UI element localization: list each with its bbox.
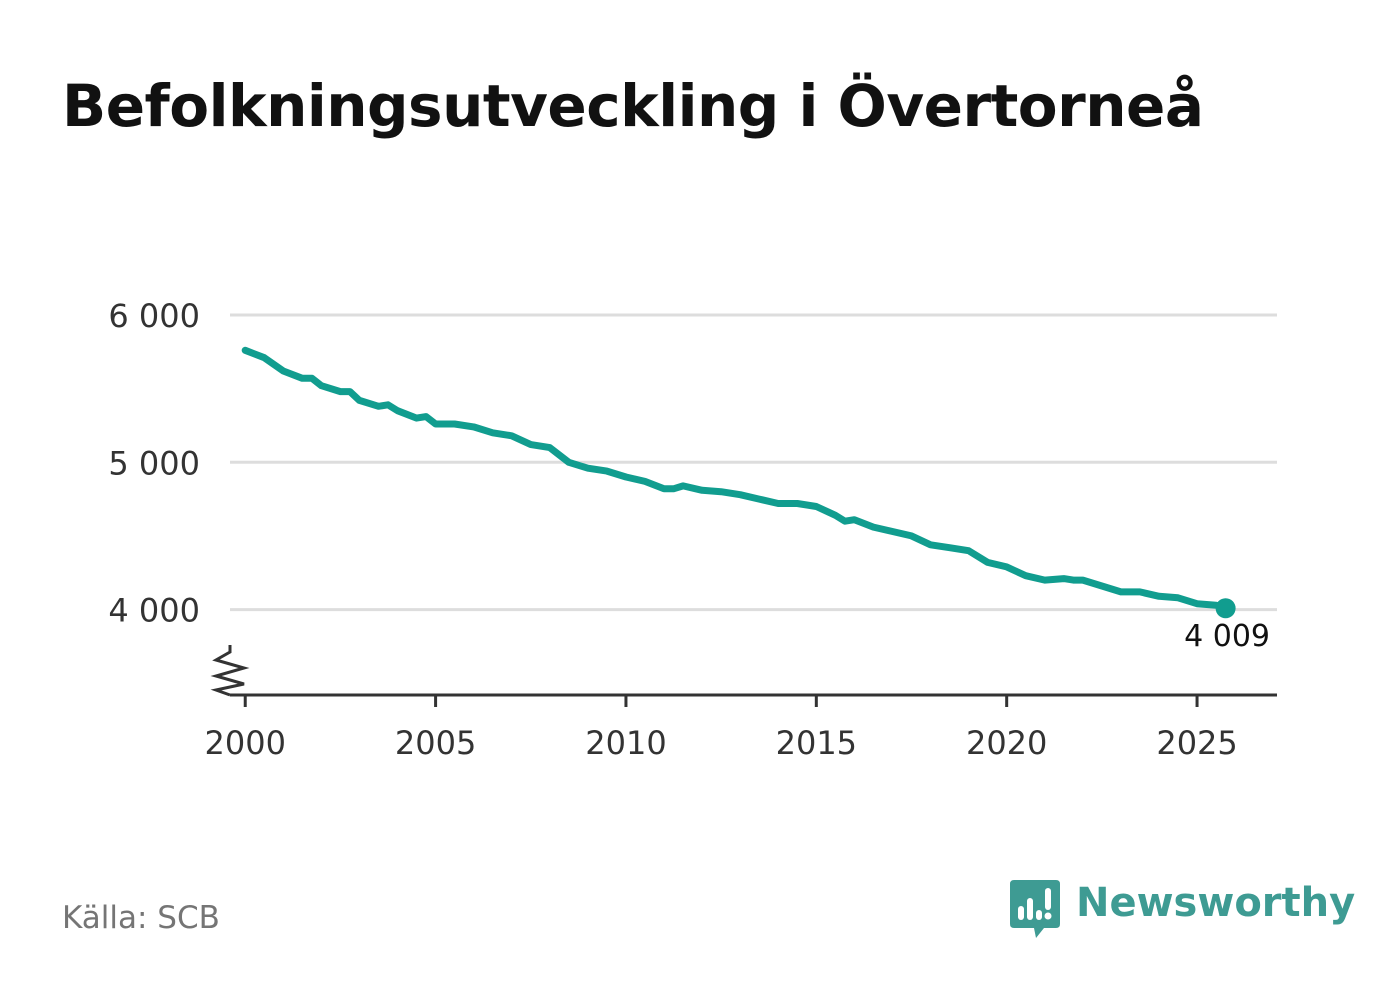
end-point-marker bbox=[1215, 598, 1236, 619]
x-tick-label-2000: 2000 bbox=[205, 724, 286, 762]
x-tick-label-2015: 2015 bbox=[776, 724, 857, 762]
end-value-label: 4 009 bbox=[1184, 619, 1270, 654]
y-axis-tick-labels: 4 000 5 000 6 000 bbox=[108, 297, 200, 630]
newsworthy-logo: Newsworthy bbox=[1010, 876, 1355, 942]
x-tick-label-2010: 2010 bbox=[585, 724, 666, 762]
x-tick-label-2020: 2020 bbox=[966, 724, 1047, 762]
series-line-befolkning bbox=[241, 346, 1230, 612]
x-tick-label-2025: 2025 bbox=[1156, 724, 1237, 762]
y-tick-label-4000: 4 000 bbox=[108, 592, 200, 630]
x-axis: 2000 2005 2010 2015 2020 2025 bbox=[205, 695, 1238, 762]
grid-lines bbox=[230, 313, 1277, 612]
brand-name: Newsworthy bbox=[1076, 880, 1356, 926]
x-tick-label-2005: 2005 bbox=[395, 724, 476, 762]
y-tick-label-5000: 5 000 bbox=[108, 444, 200, 482]
axis-break-icon bbox=[210, 645, 250, 697]
source-label: Källa: SCB bbox=[62, 900, 220, 936]
chart-title: Befolkningsutveckling i Övertorneå bbox=[62, 72, 1204, 140]
chart-bubble-icon bbox=[1010, 880, 1060, 938]
y-tick-label-6000: 6 000 bbox=[108, 297, 200, 335]
